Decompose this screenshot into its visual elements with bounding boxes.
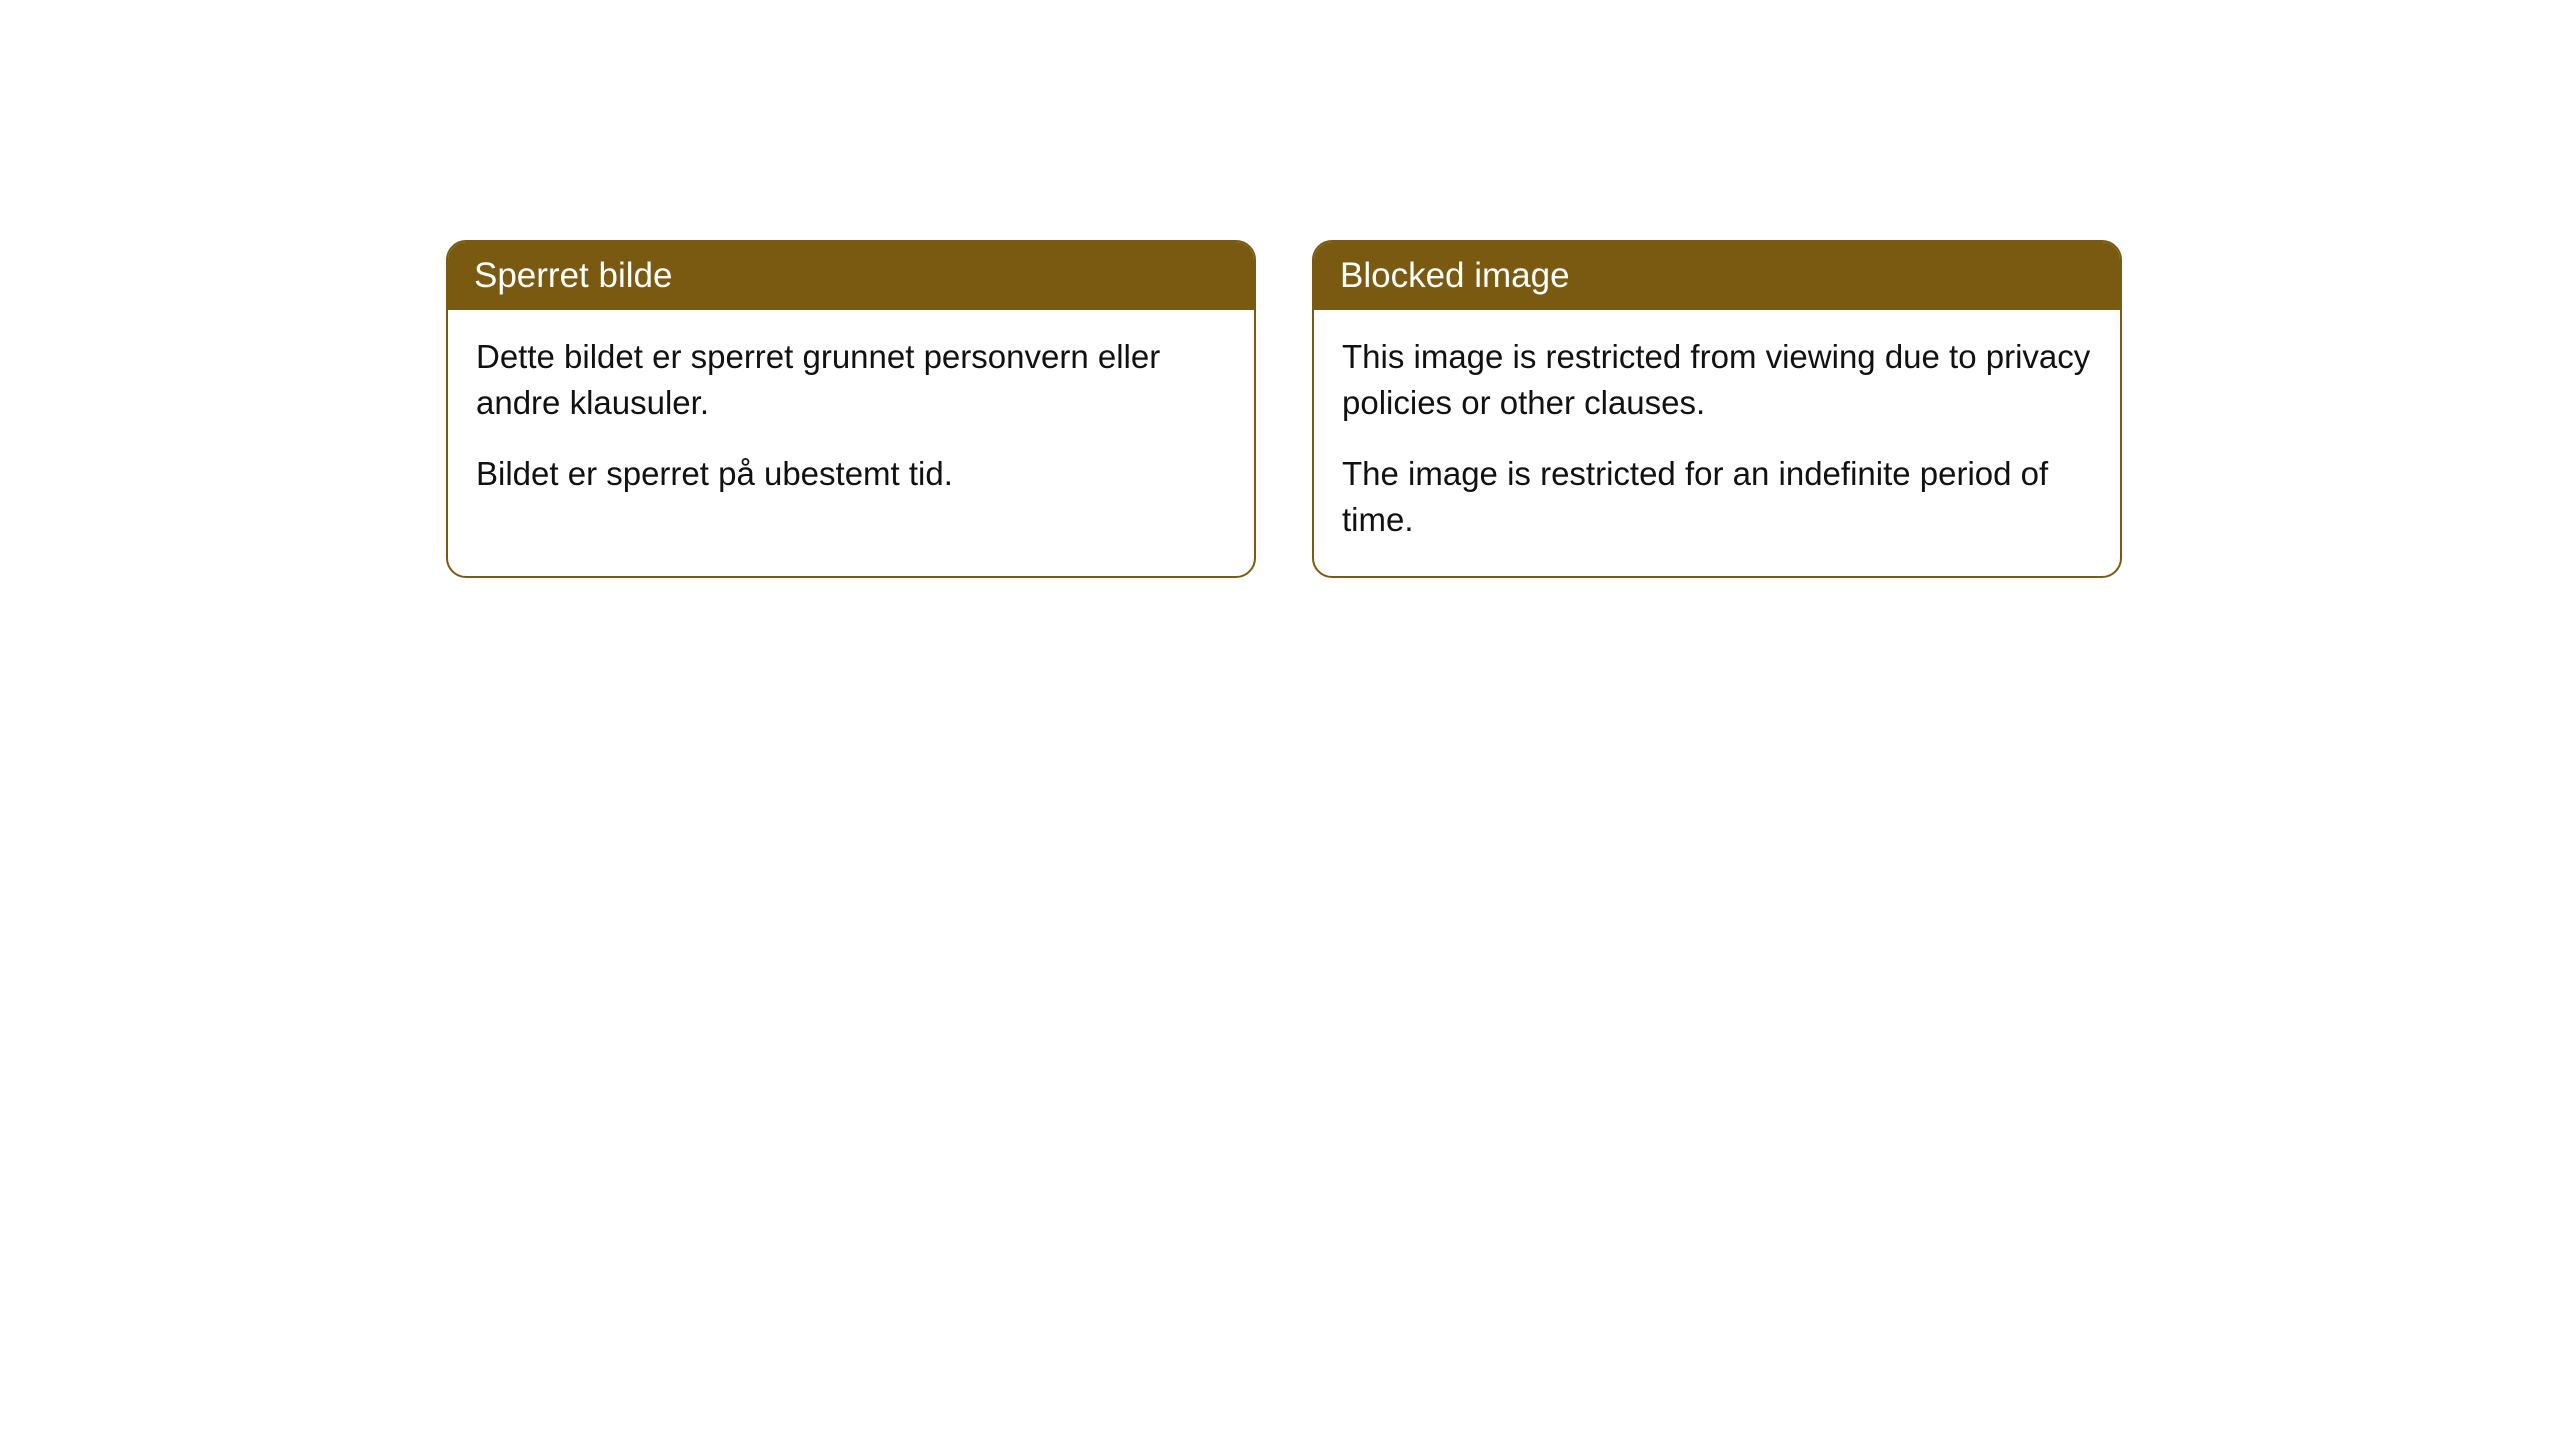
notice-cards-container: Sperret bilde Dette bildet er sperret gr… <box>446 240 2122 578</box>
card-paragraph: The image is restricted for an indefinit… <box>1342 451 2092 542</box>
card-paragraph: This image is restricted from viewing du… <box>1342 334 2092 425</box>
card-header: Sperret bilde <box>448 242 1254 310</box>
card-paragraph: Bildet er sperret på ubestemt tid. <box>476 451 1226 497</box>
card-paragraph: Dette bildet er sperret grunnet personve… <box>476 334 1226 425</box>
blocked-image-card-no: Sperret bilde Dette bildet er sperret gr… <box>446 240 1256 578</box>
card-header: Blocked image <box>1314 242 2120 310</box>
card-body: Dette bildet er sperret grunnet personve… <box>448 310 1254 531</box>
card-title: Blocked image <box>1340 256 1570 295</box>
blocked-image-card-en: Blocked image This image is restricted f… <box>1312 240 2122 578</box>
card-title: Sperret bilde <box>474 256 672 295</box>
card-body: This image is restricted from viewing du… <box>1314 310 2120 576</box>
